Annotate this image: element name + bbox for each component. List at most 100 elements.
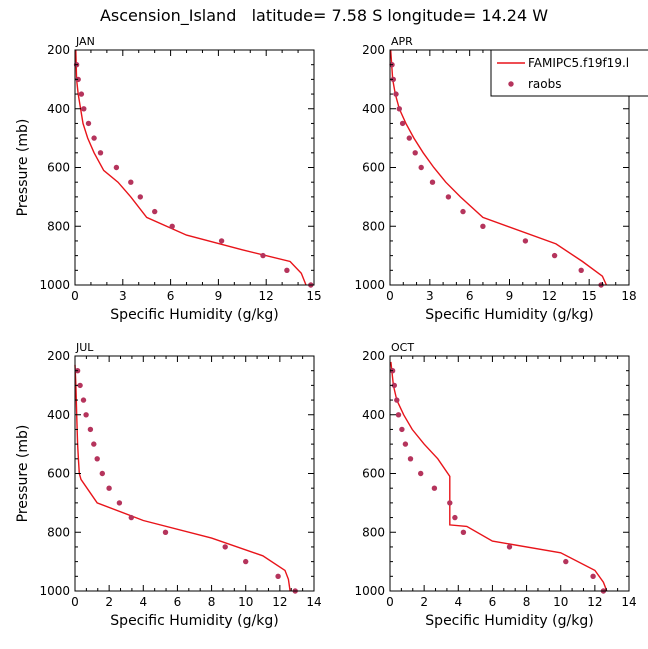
raobs-point bbox=[429, 179, 436, 185]
raobs-point bbox=[396, 106, 402, 112]
raobs-point bbox=[275, 573, 281, 579]
x-tick-label: 0 bbox=[71, 595, 79, 609]
raobs-point bbox=[418, 164, 424, 171]
raobs-point bbox=[399, 426, 405, 433]
legend-box bbox=[490, 49, 648, 97]
raobs-point bbox=[563, 558, 569, 565]
x-tick-label: 14 bbox=[306, 595, 321, 609]
raobs-point bbox=[412, 150, 418, 156]
x-tick-label: 8 bbox=[208, 595, 216, 609]
legend-label-obs: raobs bbox=[528, 77, 562, 91]
x-tick-label: 6 bbox=[489, 595, 497, 609]
model-line-oct bbox=[390, 361, 608, 592]
raobs-point bbox=[418, 470, 424, 477]
y-tick-label: 800 bbox=[47, 219, 70, 233]
x-tick-label: 2 bbox=[420, 595, 428, 609]
panel-title-oct: OCT bbox=[391, 341, 414, 354]
plot-frame-jan bbox=[74, 49, 315, 286]
raobs-point bbox=[91, 135, 97, 141]
y-tick-label: 200 bbox=[47, 349, 70, 363]
raobs-point bbox=[218, 238, 225, 244]
x-tick-label: 4 bbox=[454, 595, 462, 609]
raobs-point bbox=[284, 267, 290, 273]
model-line-jan bbox=[75, 49, 307, 286]
raobs-point bbox=[81, 106, 87, 112]
y-tick-label: 600 bbox=[362, 161, 385, 175]
y-tick-label: 400 bbox=[47, 408, 70, 422]
y-tick-label: 400 bbox=[47, 102, 70, 116]
raobs-point bbox=[128, 514, 134, 521]
raobs-point bbox=[222, 544, 228, 550]
x-tick-label: 10 bbox=[238, 595, 253, 609]
raobs-point bbox=[506, 544, 513, 550]
raobs-point bbox=[407, 456, 414, 462]
raobs-point bbox=[75, 76, 81, 83]
plot-frame-oct bbox=[389, 355, 630, 592]
x-tick-label: 12 bbox=[272, 595, 287, 609]
y-tick-label: 800 bbox=[47, 525, 70, 539]
raobs-point bbox=[551, 252, 558, 259]
figure-title: Ascension_Island latitude= 7.58 S longit… bbox=[99, 6, 549, 25]
y-tick-label: 800 bbox=[362, 525, 385, 539]
raobs-point bbox=[393, 91, 399, 97]
raobs-point bbox=[460, 529, 467, 535]
panel-apr: 0 3 6 9 12 15 18 200 400 600 800 1000 APR Specific Hu… bbox=[354, 35, 636, 323]
raobs-point bbox=[431, 485, 438, 491]
x-tick-label: 9 bbox=[215, 289, 223, 303]
panel-title-apr: APR bbox=[391, 35, 413, 48]
raobs-point bbox=[260, 252, 266, 259]
x-tick-label: 6 bbox=[167, 289, 175, 303]
x-tick-label: 15 bbox=[582, 289, 597, 303]
raobs-point bbox=[243, 558, 249, 565]
x-tick-label: 15 bbox=[306, 289, 321, 303]
x-tick-label: 6 bbox=[174, 595, 182, 609]
panel-title-jul: JUL bbox=[75, 341, 94, 354]
raobs-point bbox=[128, 179, 134, 185]
y-tick-label: 1000 bbox=[39, 278, 70, 292]
y-tick-label: 400 bbox=[362, 102, 385, 116]
raobs-point bbox=[390, 76, 396, 83]
raobs-point bbox=[578, 267, 584, 273]
raobs-point bbox=[480, 223, 486, 229]
raobs-point bbox=[94, 456, 100, 462]
x-tick-label: 12 bbox=[259, 289, 274, 303]
raobs-point bbox=[590, 573, 596, 579]
legend: FAMIPC5.f19f19.l raobs bbox=[490, 49, 648, 97]
y-tick-label: 600 bbox=[362, 467, 385, 481]
y-tick-label: 1000 bbox=[39, 584, 70, 598]
panel-title-jan: JAN bbox=[75, 35, 95, 48]
raobs-point bbox=[445, 194, 452, 200]
raobs-point bbox=[447, 500, 453, 506]
x-tick-label: 0 bbox=[386, 595, 394, 609]
model-line-jul bbox=[74, 364, 291, 592]
raobs-point bbox=[460, 208, 466, 215]
panel-jan: 0 3 6 9 12 15 200 400 600 800 1000 JAN Specific Humi… bbox=[15, 35, 322, 323]
panel-jul: 0 2 4 6 8 10 12 14 200 400 600 800 1000 JUL Specific H… bbox=[15, 341, 322, 629]
panel-oct: 0 2 4 6 8 10 12 14 200 400 600 800 1000 OCT Specific H… bbox=[354, 341, 636, 629]
raobs-point bbox=[394, 397, 400, 403]
y-axis-label-jul: Pressure (mb) bbox=[15, 425, 31, 523]
x-axis-label-apr: Specific Humidity (g/kg) bbox=[425, 307, 593, 323]
x-tick-label: 2 bbox=[105, 595, 113, 609]
x-tick-label: 4 bbox=[139, 595, 147, 609]
raobs-point bbox=[162, 529, 169, 535]
legend-label-model: FAMIPC5.f19f19.l bbox=[528, 56, 629, 70]
y-tick-label: 200 bbox=[362, 43, 385, 57]
raobs-point bbox=[137, 194, 143, 200]
raobs-point bbox=[402, 441, 409, 447]
raobs-point bbox=[87, 426, 94, 433]
model-line-apr bbox=[390, 49, 608, 286]
raobs-point bbox=[522, 238, 529, 244]
x-tick-label: 0 bbox=[71, 289, 79, 303]
x-axis-label-oct: Specific Humidity (g/kg) bbox=[425, 613, 593, 629]
raobs-point bbox=[399, 120, 406, 127]
x-tick-label: 18 bbox=[621, 289, 636, 303]
plot-frame-jul bbox=[74, 355, 315, 592]
x-tick-label: 6 bbox=[466, 289, 474, 303]
raobs-point bbox=[116, 500, 123, 506]
x-tick-label: 3 bbox=[426, 289, 434, 303]
x-tick-label: 12 bbox=[542, 289, 557, 303]
y-tick-label: 600 bbox=[47, 467, 70, 481]
raobs-point bbox=[406, 135, 412, 141]
